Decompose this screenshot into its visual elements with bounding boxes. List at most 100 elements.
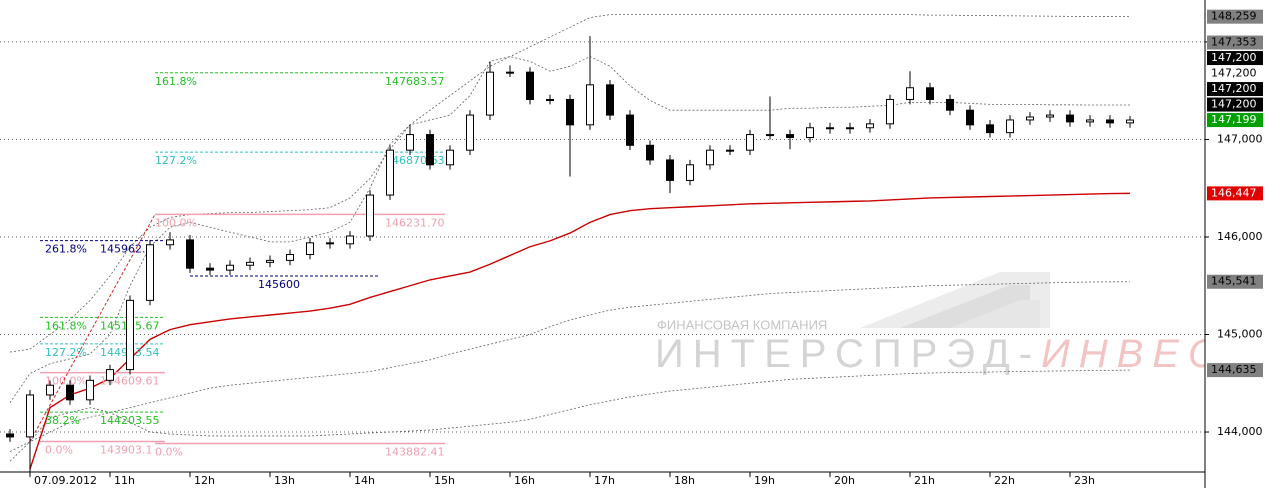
fib-ratio: 161.8% <box>45 319 87 332</box>
candle-body <box>886 98 894 125</box>
logo-shape <box>950 300 1040 328</box>
candle-body <box>806 127 814 139</box>
candle-body <box>566 98 574 126</box>
fib-ratio: 100.0% <box>45 375 87 388</box>
band-line <box>9 369 1131 462</box>
band-line <box>9 281 1131 452</box>
candle-body <box>66 384 74 401</box>
candle-body <box>1026 116 1034 121</box>
candle-body <box>726 149 734 152</box>
watermark-name-part: ИНТЕРСПРЭД- <box>655 332 1041 376</box>
candle-body <box>906 87 914 100</box>
fib-ratio: 161.8% <box>155 75 197 88</box>
price-marker <box>1207 113 1263 128</box>
candle-body <box>846 127 854 130</box>
candle-body <box>386 149 394 196</box>
candle-body <box>106 369 114 381</box>
x-tick-label: 22h <box>994 474 1015 487</box>
fib-ratio: 38.2% <box>45 414 80 427</box>
y-tick-label: 144,000 <box>1217 425 1263 438</box>
x-tick-label: 19h <box>754 474 775 487</box>
x-tick-label: 21h <box>914 474 935 487</box>
candle-body <box>986 124 994 134</box>
candle-body <box>126 299 134 371</box>
candle-body <box>926 87 934 100</box>
fib-value: 144609.61 <box>100 375 160 388</box>
price-marker <box>1207 363 1263 378</box>
candle-body <box>1086 119 1094 123</box>
candle-body <box>486 71 494 116</box>
candle-body <box>186 239 194 269</box>
fib-ratio: 127.2% <box>45 346 87 359</box>
price-marker-label: 147,353 <box>1211 36 1257 49</box>
candle-body <box>706 149 714 166</box>
candle-body <box>1046 114 1054 118</box>
candle-body <box>1106 119 1114 124</box>
candle-body <box>1066 114 1074 123</box>
y-tick-label: 145,000 <box>1217 327 1263 340</box>
price-marker <box>1207 51 1263 66</box>
price-marker-label: 145,541 <box>1211 275 1257 288</box>
candle-body <box>246 261 254 266</box>
x-tick-label: 12h <box>194 474 215 487</box>
x-tick-label: 07.09.2012 <box>34 474 97 487</box>
candle-body <box>646 144 654 161</box>
candle-body <box>226 264 234 271</box>
x-tick-label: 20h <box>834 474 855 487</box>
fib-ratio: 0.0% <box>45 443 73 456</box>
candle-body <box>826 127 834 130</box>
candle-body <box>546 98 554 101</box>
price-marker <box>1207 82 1263 97</box>
fib-trend <box>29 214 156 442</box>
fib-ratio: 261.8% <box>45 243 87 256</box>
price-marker-label: 146,447 <box>1211 186 1257 199</box>
candle-body <box>586 84 594 126</box>
fib-value: 143882.41 <box>385 445 445 458</box>
fib-value: 143903.1 <box>100 443 153 456</box>
candle-body <box>506 71 514 74</box>
fib-ratio: 0.0% <box>155 445 183 458</box>
candle-body <box>526 71 534 100</box>
fib-value: 145962.5 <box>100 243 153 256</box>
candle-body <box>466 114 474 151</box>
candle-body <box>6 433 14 438</box>
watermark-name: ИНТЕРСПРЭД-ИНВЕСТ <box>655 332 1258 376</box>
price-axis-panel <box>1205 0 1265 488</box>
price-marker-label: 148,259 <box>1211 10 1257 23</box>
candle-body <box>406 134 414 151</box>
candle-body <box>306 242 314 256</box>
x-tick-label: 14h <box>354 474 375 487</box>
candle-body <box>1126 119 1134 124</box>
candle-body <box>146 244 154 301</box>
candle-body <box>266 259 274 263</box>
price-marker-label: 147,200 <box>1211 51 1257 64</box>
candle-body <box>366 194 374 237</box>
candle-body <box>346 235 354 245</box>
x-tick-label: 13h <box>274 474 295 487</box>
candle-body <box>1006 119 1014 134</box>
candle-body <box>746 134 754 151</box>
candle-body <box>446 149 454 166</box>
candle-body <box>966 109 974 126</box>
x-tick-label: 18h <box>674 474 695 487</box>
candle-body <box>946 98 954 111</box>
candle-body <box>686 164 694 181</box>
candle-body <box>26 394 34 438</box>
x-tick-label: 17h <box>594 474 615 487</box>
fib-ratio: 127.2% <box>155 154 197 167</box>
price-marker-label: 147,199 <box>1211 113 1257 126</box>
candle-body <box>626 114 634 146</box>
y-tick-label: 146,000 <box>1217 230 1263 243</box>
x-tick-label: 23h <box>1074 474 1095 487</box>
fib-value: 144203.55 <box>100 414 160 427</box>
candle-body <box>206 267 214 271</box>
candle-body <box>46 384 54 396</box>
candle-body <box>326 242 334 245</box>
x-tick-label: 15h <box>434 474 455 487</box>
y-tick-label: 147,000 <box>1217 132 1263 145</box>
price-marker <box>1207 66 1263 81</box>
moving-average <box>29 192 1131 470</box>
candle-body <box>866 123 874 129</box>
